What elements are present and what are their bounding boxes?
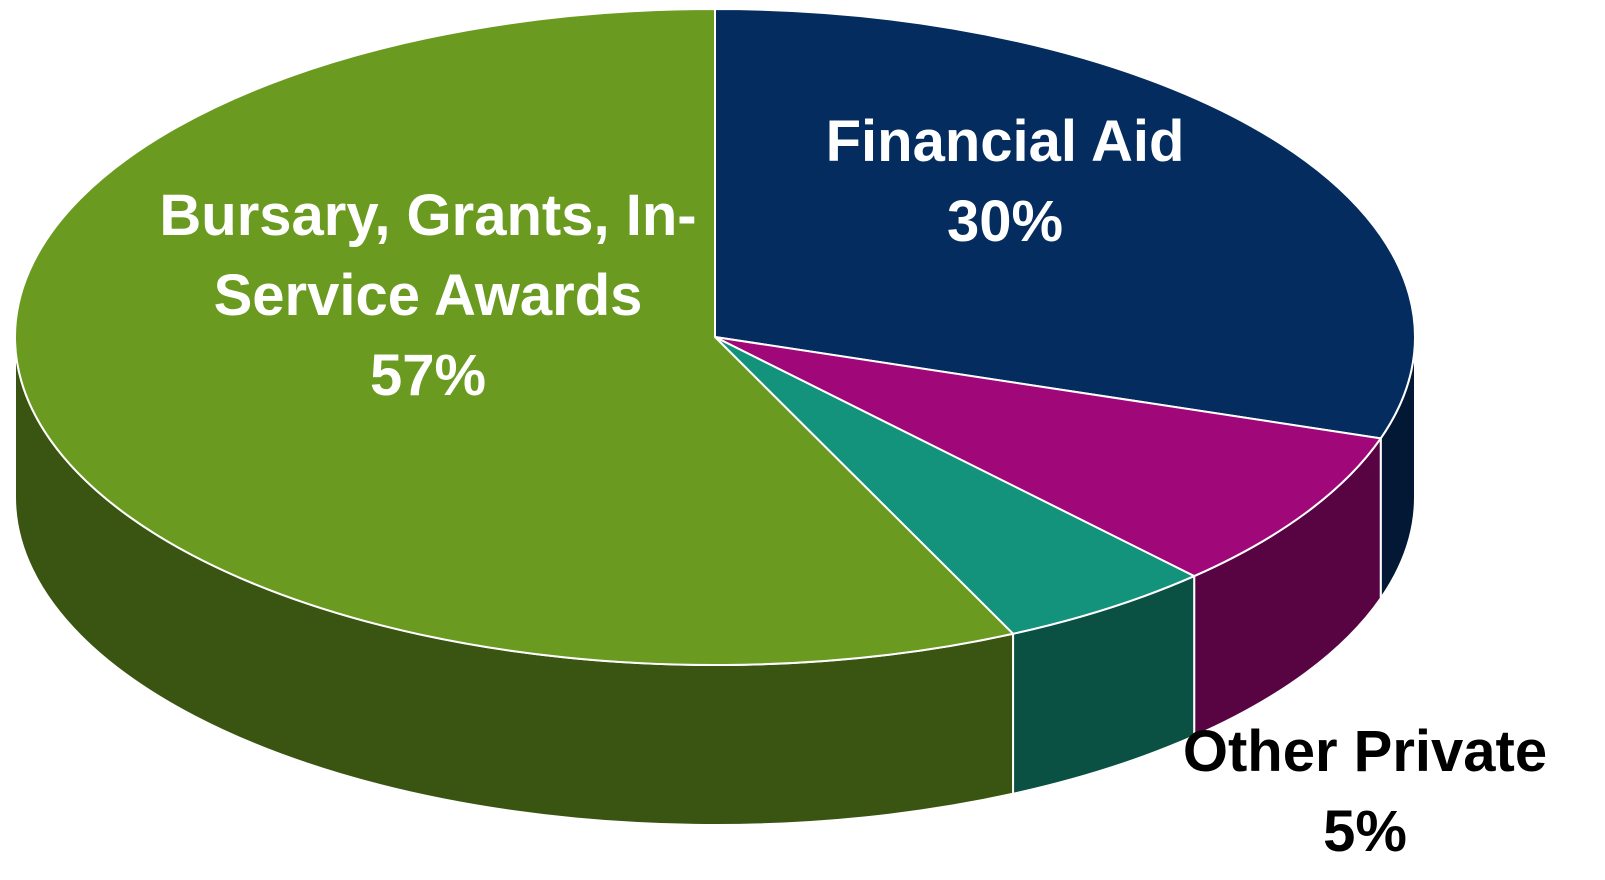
label-value: 5% [1323,799,1407,864]
slice [14,7,1016,666]
slice-label: Other Private 5% [1135,712,1595,872]
slice [714,336,1197,635]
label-name: Bursary, Grants, In-Service Awards [159,183,697,328]
slice-label: Financial Aid 30% [755,102,1255,262]
slice [714,336,1383,578]
label-value: 57% [369,343,487,408]
label-name: Other Private [1182,719,1548,784]
slice-label: Bursary, Grants, In-Service Awards 57% [128,176,728,416]
label-value: 30% [946,189,1064,254]
label-name: Financial Aid [825,109,1185,174]
slice [714,7,1417,440]
